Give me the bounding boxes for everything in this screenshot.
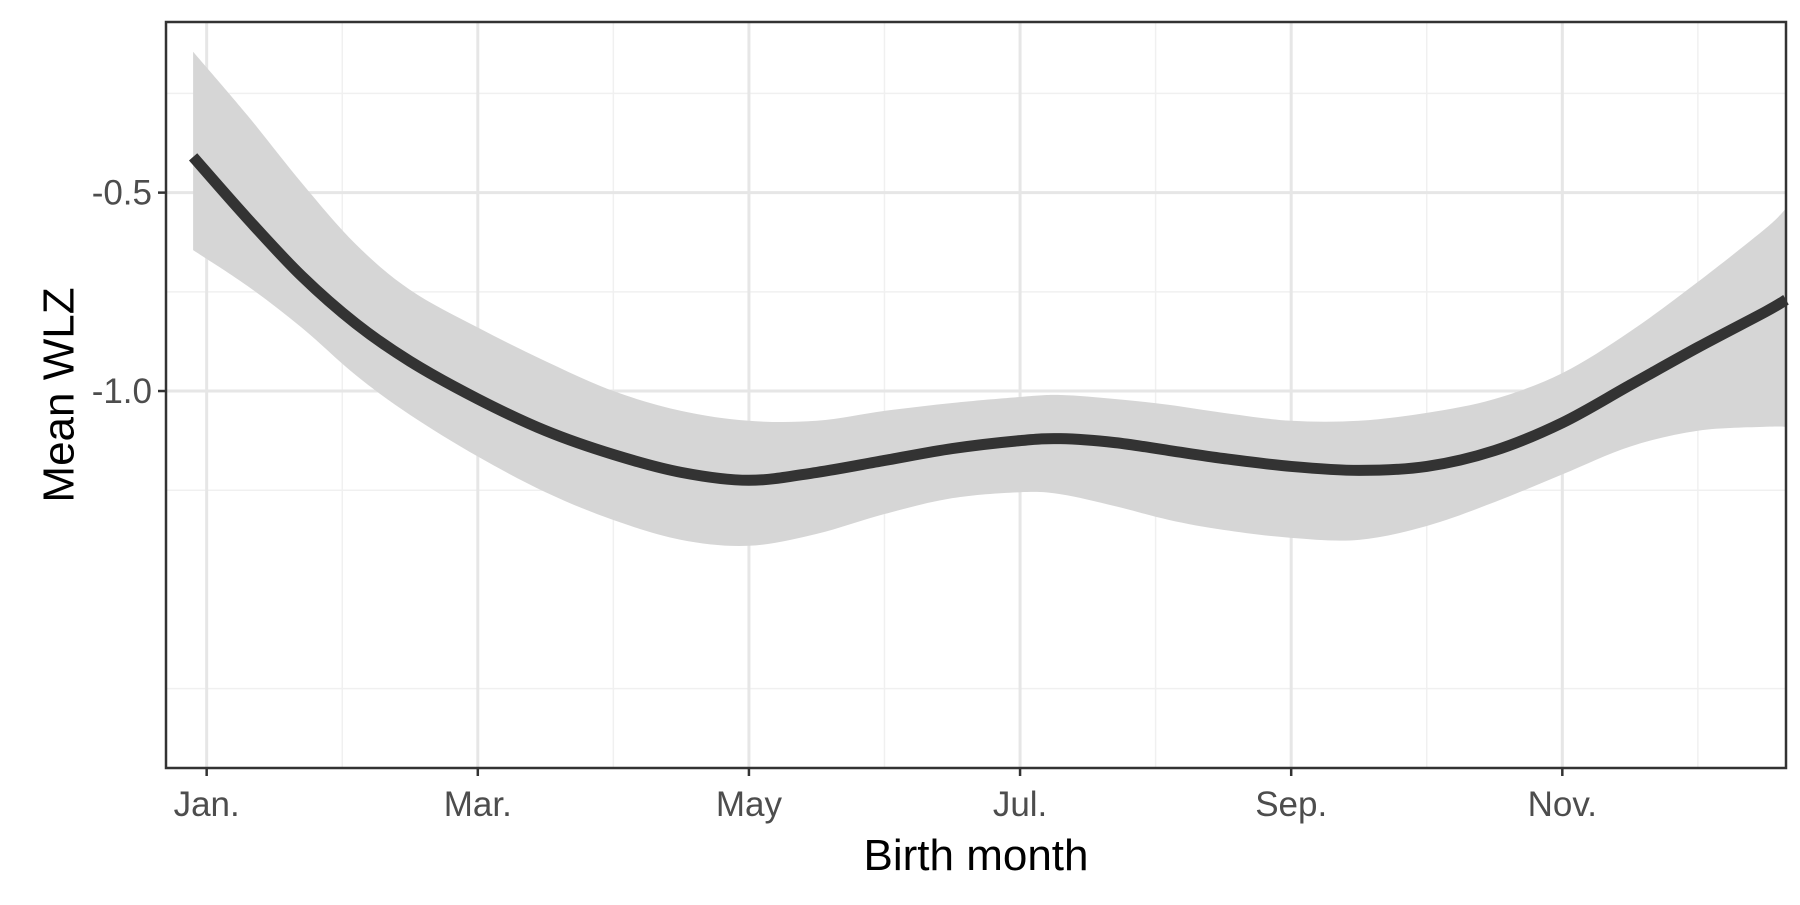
y-tick-label: -1.0 xyxy=(92,372,152,411)
smoothed-mean-line xyxy=(188,153,1789,486)
x-tick-label: Jul. xyxy=(993,785,1047,824)
confidence-band xyxy=(193,51,1787,546)
y-axis-title: Mean WLZ xyxy=(34,287,83,502)
x-tick-label: Mar. xyxy=(444,785,512,824)
y-tick-label: -0.5 xyxy=(92,174,152,213)
x-tick-label: Nov. xyxy=(1528,785,1597,824)
x-axis-title: Birth month xyxy=(864,831,1089,880)
x-tick-label: Jan. xyxy=(174,785,240,824)
x-tick-label: May xyxy=(716,785,783,824)
panel-border xyxy=(164,20,1788,770)
x-tick-label: Sep. xyxy=(1255,785,1327,824)
x-axis-ticks: Jan. Mar. May Jul. Sep. Nov. xyxy=(174,768,1597,824)
y-axis-ticks: -0.5 -1.0 xyxy=(92,174,166,411)
